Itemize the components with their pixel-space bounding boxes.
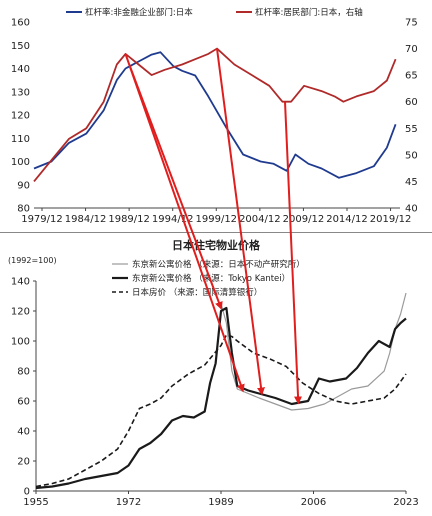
top-xtick-label: 2004/12	[239, 214, 281, 225]
top-left-ytick-label: 90	[17, 180, 30, 191]
top-leverage-chart: 杠杆率:非金融企业部门:日本 杠杆率:居民部门:日本，右轴 80 90 100 110…	[11, 7, 418, 225]
top-left-ytick-label: 120	[11, 111, 30, 122]
top-right-ytick-label: 55	[405, 124, 418, 135]
bottom-ytick-label: 140	[11, 277, 30, 288]
top-right-ytick-label: 70	[405, 44, 418, 55]
top-xtick-label: 2019/12	[370, 214, 412, 225]
top-right-ytick-label: 50	[405, 150, 418, 161]
bottom-xtick-label: 1989	[208, 497, 233, 508]
top-xtick-label: 1979/12	[21, 214, 63, 225]
top-xtick-label: 2014/12	[326, 214, 368, 225]
top-right-ytick-label: 40	[405, 204, 418, 215]
bottom-xtick-label: 2006	[301, 497, 326, 508]
top-left-ytick-label: 100	[11, 157, 30, 168]
bottom-xtick-label: 1955	[23, 497, 48, 508]
bottom-house-price-chart: 日本住宅物业价格 (1992=100) 东京新公寓价格 （来源：日本不动产研究所…	[8, 238, 419, 508]
top-left-ytick-label: 160	[11, 18, 30, 29]
top-right-ytick-label: 45	[405, 177, 418, 188]
top-xtick-label: 2009/12	[283, 214, 325, 225]
legend-label-kantei: 东京新公寓价格 （来源：Tokyo Kantei）	[132, 273, 290, 284]
top-right-ytick-label: 60	[405, 97, 418, 108]
legend-label-household: 杠杆率:居民部门:日本，右轴	[255, 7, 363, 18]
bottom-series-line-jrei	[220, 292, 407, 411]
top-left-ytick-label: 130	[11, 87, 30, 98]
top-left-ytick-label: 110	[11, 134, 30, 145]
top-xtick-label: 1994/12	[152, 214, 194, 225]
top-right-ytick-label: 65	[405, 71, 418, 82]
top-left-ytick-label: 140	[11, 64, 30, 75]
bottom-xtick-label: 2023	[393, 497, 418, 508]
bottom-series-line-kantei	[35, 306, 407, 490]
chart-title: 日本住宅物业价格	[172, 238, 261, 252]
bottom-ytick-label: 40	[17, 427, 30, 438]
top-right-ytick-label: 75	[405, 18, 418, 29]
chart-subtitle: (1992=100)	[8, 256, 57, 265]
legend-label-jrei: 东京新公寓价格 （来源：日本不动产研究所）	[132, 259, 305, 270]
bottom-ytick-label: 60	[17, 397, 30, 408]
bottom-ytick-label: 120	[11, 307, 30, 318]
bottom-ytick-label: 0	[24, 487, 30, 498]
legend-label-bis: 日本房价 （来源：国际清算银行）	[132, 287, 262, 298]
legend-label-corporate: 杠杆率:非金融企业部门:日本	[85, 7, 193, 18]
top-left-ytick-label: 80	[17, 204, 30, 215]
top-series-line-household	[33, 47, 397, 182]
top-xtick-label: 1984/12	[65, 214, 107, 225]
top-xtick-label: 1999/12	[196, 214, 238, 225]
top-xtick-label: 1989/12	[108, 214, 150, 225]
bottom-ytick-label: 20	[17, 457, 30, 468]
bottom-ytick-label: 80	[17, 367, 30, 378]
top-series-line-corporate	[33, 51, 397, 179]
top-left-ytick-label: 150	[11, 41, 30, 52]
bottom-ytick-label: 100	[11, 337, 30, 348]
bottom-series-line-bis	[35, 334, 407, 488]
bottom-xtick-label: 1972	[116, 497, 141, 508]
